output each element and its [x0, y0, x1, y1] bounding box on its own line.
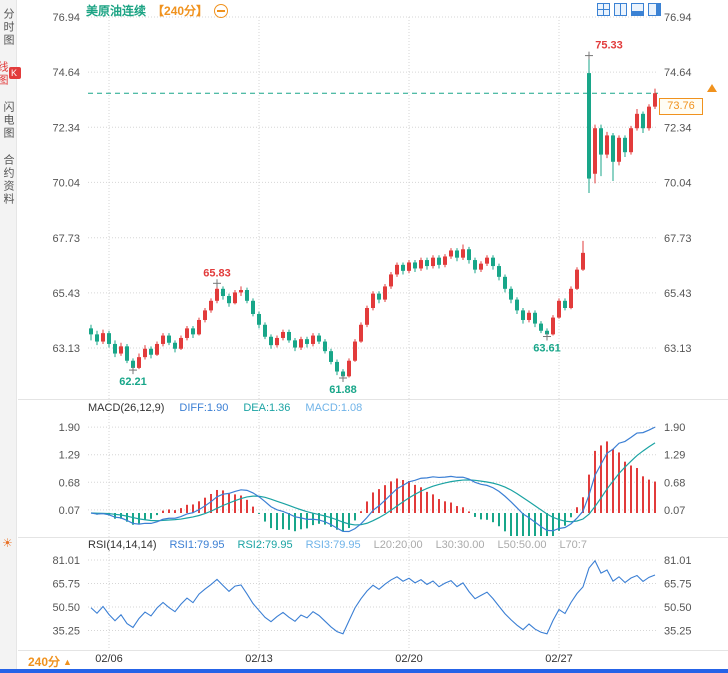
rsi3-value: RSI3:79.95 — [305, 539, 361, 551]
svg-text:1.90: 1.90 — [59, 422, 80, 434]
macd-header: MACD(26,12,9) DIFF:1.90 DEA:1.36 MACD:1.… — [88, 402, 660, 414]
sidebar: 分时图 K 线图 闪电图 合约资料 — [0, 0, 21, 669]
svg-text:02/27: 02/27 — [545, 653, 573, 665]
rsi-title: RSI(14,14,14) — [88, 539, 157, 551]
svg-text:65.43: 65.43 — [664, 288, 692, 300]
sidebar-item-time-chart[interactable]: 分时图 — [2, 8, 14, 47]
svg-text:35.25: 35.25 — [52, 626, 80, 638]
svg-text:74.64: 74.64 — [52, 67, 80, 79]
svg-text:02/13: 02/13 — [245, 653, 273, 665]
sidebar-item-contract-info[interactable]: 合约资料 — [2, 154, 14, 206]
collapse-icon[interactable] — [214, 3, 229, 18]
svg-text:1.29: 1.29 — [59, 450, 80, 462]
sidebar-item-kline-chart[interactable]: K 线图 — [0, 61, 21, 87]
macd-dea-value: DEA:1.36 — [243, 402, 291, 414]
svg-text:81.01: 81.01 — [664, 555, 692, 567]
layout-right-panel-icon[interactable] — [648, 3, 661, 16]
current-price-label: 73.76 — [659, 98, 703, 115]
svg-text:61.88: 61.88 — [329, 384, 357, 396]
svg-text:65.43: 65.43 — [52, 288, 80, 300]
svg-text:63.13: 63.13 — [664, 343, 692, 355]
svg-text:67.73: 67.73 — [664, 233, 692, 245]
svg-text:76.94: 76.94 — [664, 12, 692, 24]
macd-diff-value: DIFF:1.90 — [179, 402, 229, 414]
svg-text:1.29: 1.29 — [664, 450, 685, 462]
rsi-l30-value: L30:30.00 — [435, 539, 485, 551]
svg-text:35.25: 35.25 — [664, 626, 692, 638]
chart-header: 美原油连续 【240分】 — [86, 2, 229, 19]
layout-grid-icon[interactable] — [597, 3, 610, 16]
svg-text:0.07: 0.07 — [59, 505, 80, 517]
rsi-l50-value: L50:50.00 — [497, 539, 547, 551]
svg-text:70.04: 70.04 — [664, 177, 692, 189]
period-up-icon: ▲ — [63, 656, 72, 667]
svg-text:62.21: 62.21 — [119, 376, 147, 388]
macd-title: MACD(26,12,9) — [88, 402, 165, 414]
svg-text:67.73: 67.73 — [52, 233, 80, 245]
svg-text:72.34: 72.34 — [664, 122, 692, 134]
rsi-l20-value: L20:20.00 — [373, 539, 423, 551]
price-up-arrow[interactable] — [707, 84, 717, 92]
svg-text:81.01: 81.01 — [52, 555, 80, 567]
svg-text:74.64: 74.64 — [664, 67, 692, 79]
svg-text:70.04: 70.04 — [52, 177, 80, 189]
svg-text:0.07: 0.07 — [664, 505, 685, 517]
macd-value: MACD:1.08 — [305, 402, 363, 414]
indicator-settings-icon[interactable]: ☀ — [2, 536, 13, 550]
layout-toolbar — [597, 3, 661, 16]
sidebar-item-label: 线图 — [0, 61, 8, 87]
svg-text:50.50: 50.50 — [52, 602, 80, 614]
sidebar-item-lightning-chart[interactable]: 闪电图 — [2, 101, 14, 140]
svg-text:65.83: 65.83 — [203, 267, 231, 279]
period-indicator[interactable]: 240分 ▲ — [28, 653, 72, 670]
svg-text:0.68: 0.68 — [664, 477, 685, 489]
period-label[interactable]: 【240分】 — [152, 4, 209, 18]
svg-text:63.13: 63.13 — [52, 343, 80, 355]
svg-text:63.61: 63.61 — [533, 343, 561, 355]
layout-vertical-split-icon[interactable] — [614, 3, 627, 16]
rsi-l70-value: L70:7 — [559, 539, 587, 551]
svg-text:75.33: 75.33 — [595, 40, 623, 52]
rsi1-value: RSI1:79.95 — [169, 539, 225, 551]
svg-text:76.94: 76.94 — [52, 12, 80, 24]
svg-text:0.68: 0.68 — [59, 477, 80, 489]
svg-text:02/06: 02/06 — [95, 653, 123, 665]
rsi-header: RSI(14,14,14) RSI1:79.95 RSI2:79.95 RSI3… — [88, 539, 660, 551]
svg-text:50.50: 50.50 — [664, 602, 692, 614]
svg-text:02/20: 02/20 — [395, 653, 423, 665]
svg-text:1.90: 1.90 — [664, 422, 685, 434]
kline-badge: K — [9, 66, 21, 79]
period-indicator-label: 240分 — [28, 655, 61, 669]
symbol-name: 美原油连续 — [86, 4, 147, 18]
svg-text:65.75: 65.75 — [52, 578, 80, 590]
rsi2-value: RSI2:79.95 — [237, 539, 293, 551]
svg-text:72.34: 72.34 — [52, 122, 80, 134]
bottom-accent-bar — [0, 669, 728, 673]
svg-text:65.75: 65.75 — [664, 578, 692, 590]
layout-subchart-icon[interactable] — [631, 3, 644, 16]
